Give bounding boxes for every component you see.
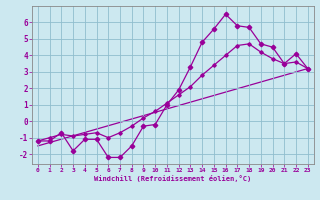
X-axis label: Windchill (Refroidissement éolien,°C): Windchill (Refroidissement éolien,°C) [94, 175, 252, 182]
